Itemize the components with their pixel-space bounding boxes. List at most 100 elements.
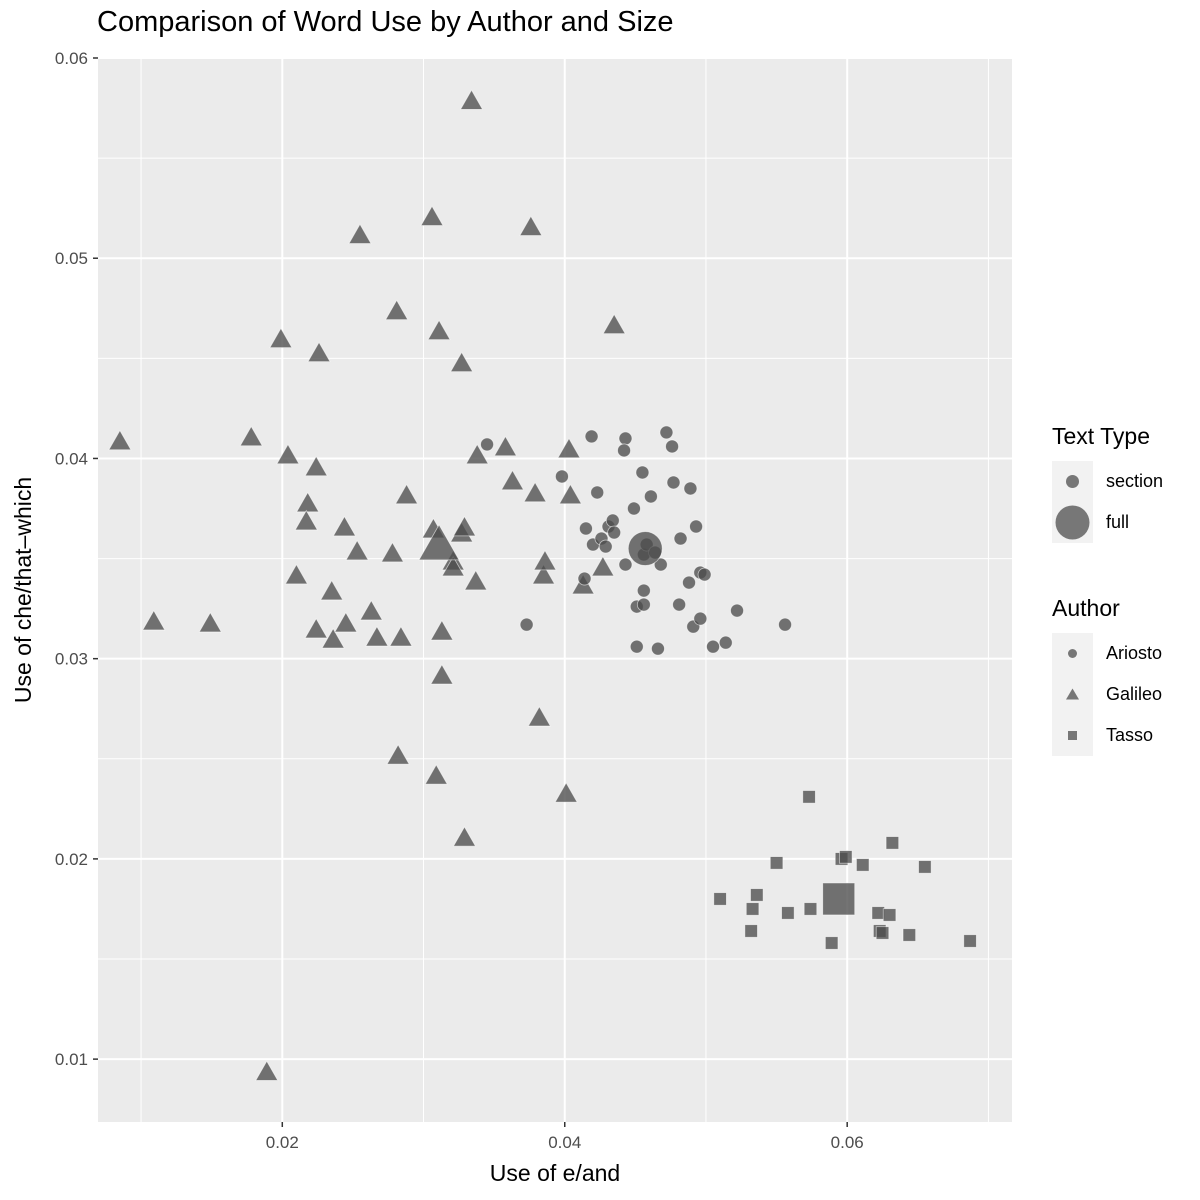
data-point-triangle <box>269 327 293 349</box>
data-point-triangle <box>359 599 383 621</box>
data-point-triangle <box>493 435 518 457</box>
data-point-triangle <box>394 483 419 505</box>
data-point-triangle <box>533 549 557 571</box>
data-point-circle <box>598 539 613 554</box>
circle-shape-icon <box>1068 649 1077 658</box>
data-point-triangle <box>345 539 369 561</box>
data-point-circle <box>618 557 633 572</box>
data-point-triangle <box>389 625 413 647</box>
data-point-circle <box>730 603 744 618</box>
legend-key-section <box>1052 461 1093 502</box>
data-point-triangle <box>418 524 460 561</box>
data-point-circle <box>636 583 651 598</box>
data-point-circle <box>605 513 620 528</box>
data-point-square <box>882 908 897 922</box>
data-point-triangle <box>430 619 454 641</box>
data-point-triangle <box>276 443 300 465</box>
data-point-triangle <box>384 299 409 321</box>
data-point-circle <box>617 443 631 458</box>
data-point-circle <box>651 641 665 656</box>
data-point-triangle <box>531 563 556 585</box>
data-points <box>108 89 977 1081</box>
y-tick-label: 0.04 <box>55 449 88 468</box>
data-point-circle <box>636 597 651 612</box>
data-point-square <box>744 924 758 938</box>
data-point-square <box>745 902 760 916</box>
data-point-triangle <box>332 515 357 537</box>
data-point-triangle <box>527 706 552 727</box>
data-point-triangle <box>294 509 318 531</box>
data-point-triangle <box>284 563 309 585</box>
data-point-square <box>902 928 917 942</box>
y-tick-label: 0.01 <box>55 1050 88 1069</box>
chart-title: Comparison of Word Use by Author and Siz… <box>97 6 674 38</box>
data-point-circle <box>607 525 622 540</box>
data-point-triangle <box>424 764 448 785</box>
data-point-square <box>713 892 727 906</box>
data-point-circle <box>683 481 698 496</box>
data-point-triangle <box>255 1060 279 1081</box>
data-point-triangle <box>449 351 474 373</box>
data-point-triangle <box>519 215 543 236</box>
data-point-square <box>963 934 977 948</box>
plot-panel <box>98 58 1012 1122</box>
data-point-circle <box>689 519 703 534</box>
data-point-triangle <box>108 429 132 451</box>
data-point-circle <box>627 531 663 566</box>
major-gridlines <box>98 57 1012 1122</box>
data-point-circle <box>673 531 688 546</box>
data-point-circle <box>555 469 569 484</box>
minor-gridlines <box>98 58 1012 1122</box>
data-point-circle <box>659 425 674 440</box>
section-size-icon <box>1066 475 1079 488</box>
data-point-circle <box>584 429 599 444</box>
data-point-square <box>918 860 932 874</box>
data-point-square <box>839 850 853 864</box>
data-point-triangle <box>320 579 344 601</box>
data-point-triangle <box>459 89 484 110</box>
x-axis: 0.02 0.04 0.06 <box>266 1122 864 1152</box>
data-point-triangle <box>591 555 615 577</box>
data-point-triangle <box>430 663 454 685</box>
data-point-triangle <box>464 569 488 591</box>
triangle-shape-icon <box>1066 688 1079 700</box>
data-point-triangle <box>296 491 320 513</box>
data-point-triangle <box>465 443 489 465</box>
data-point-triangle <box>500 469 525 491</box>
data-point-triangle <box>441 555 465 577</box>
data-point-square <box>885 836 900 850</box>
data-point-square <box>824 936 839 950</box>
data-point-circle <box>629 639 644 654</box>
y-tick-label: 0.03 <box>55 650 88 669</box>
data-point-circle <box>693 611 708 626</box>
data-point-triangle <box>554 782 578 803</box>
y-tick-label: 0.06 <box>55 49 88 68</box>
data-point-triangle <box>307 341 331 363</box>
data-point-circle <box>653 557 668 572</box>
data-point-square <box>875 926 890 940</box>
data-point-circle <box>706 639 720 654</box>
data-point-square <box>769 856 784 870</box>
data-point-triangle <box>452 826 477 847</box>
data-point-triangle <box>523 481 547 503</box>
legend-key-tasso <box>1052 715 1093 756</box>
data-point-circle <box>643 489 658 504</box>
data-point-triangle <box>386 744 410 765</box>
data-point-triangle <box>420 205 444 226</box>
legend-label-galileo: Galileo <box>1106 684 1163 704</box>
legend-key-ariosto <box>1052 633 1093 674</box>
legend-label-ariosto: Ariosto <box>1106 643 1163 663</box>
legend-key-galileo <box>1052 674 1093 715</box>
data-point-triangle <box>452 515 477 537</box>
data-point-triangle <box>348 223 372 244</box>
data-point-circle <box>579 521 593 536</box>
data-point-triangle <box>142 609 166 631</box>
data-point-square <box>781 906 795 920</box>
data-point-circle <box>577 571 592 586</box>
data-point-triangle <box>198 611 222 633</box>
data-point-circle <box>635 465 650 480</box>
legend-label-full: full <box>1106 512 1130 532</box>
x-tick-label: 0.06 <box>831 1133 864 1152</box>
legend-label-tasso: Tasso <box>1106 725 1154 745</box>
